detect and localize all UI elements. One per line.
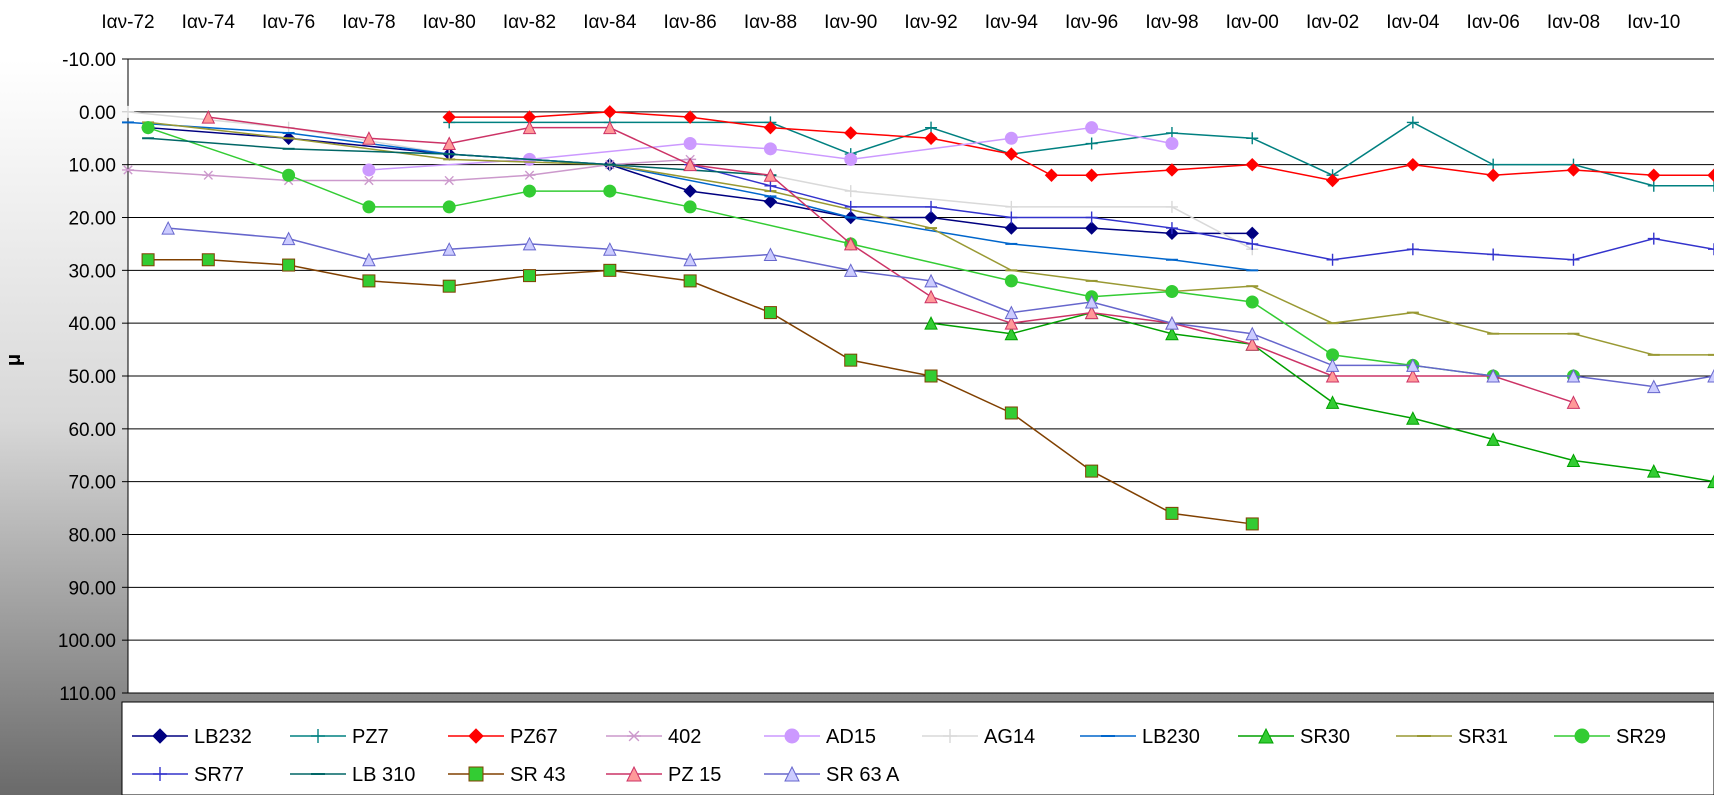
y-tick-label: 0.00 bbox=[79, 103, 116, 124]
data-point bbox=[764, 143, 776, 155]
x-tick-label: Ιαν-00 bbox=[1226, 12, 1279, 33]
legend-label: SR 43 bbox=[510, 764, 566, 786]
data-point bbox=[1005, 275, 1017, 287]
x-tick-label: Ιαν-84 bbox=[583, 12, 637, 33]
x-tick-label: Ιαν-88 bbox=[744, 12, 797, 33]
y-tick-label: -10.00 bbox=[62, 50, 116, 71]
legend-label: SR31 bbox=[1458, 726, 1508, 748]
legend-label: LB230 bbox=[1142, 726, 1200, 748]
y-tick-label: 30.00 bbox=[68, 261, 116, 282]
legend-label: SR30 bbox=[1300, 726, 1350, 748]
y-axis: -10.00 0.00 10.00 20.00 30.00 40.00 50.00 60.00… bbox=[58, 50, 128, 705]
x-tick-label: Ιαν-72 bbox=[101, 12, 154, 33]
legend-label: 402 bbox=[668, 726, 701, 748]
legend-label: LB232 bbox=[194, 726, 252, 748]
x-tick-label: Ιαν-76 bbox=[262, 12, 315, 33]
x-tick-label: Ιαν-98 bbox=[1145, 12, 1198, 33]
data-point bbox=[142, 122, 154, 134]
data-point bbox=[202, 254, 214, 266]
legend: LB232 PZ7 PZ67 402 AD15 AG14 LB230 SR30 SR31 SR29… bbox=[122, 702, 1714, 795]
data-point bbox=[1005, 132, 1017, 144]
y-tick-label: 20.00 bbox=[68, 209, 116, 230]
data-point bbox=[1166, 285, 1178, 297]
legend-label: AD15 bbox=[826, 726, 876, 748]
data-point bbox=[142, 254, 154, 266]
data-point bbox=[785, 729, 799, 743]
x-axis: Ιαν-72 Ιαν-74 Ιαν-76 Ιαν-78 Ιαν-80 Ιαν-82 Ιαν-… bbox=[101, 12, 1680, 33]
legend-label: PZ67 bbox=[510, 726, 558, 748]
y-tick-label: 60.00 bbox=[68, 420, 116, 441]
x-tick-label: Ιαν-94 bbox=[985, 12, 1039, 33]
legend-label: LB 310 bbox=[352, 764, 415, 786]
legend-label: SR77 bbox=[194, 764, 244, 786]
y-tick-label: 10.00 bbox=[68, 156, 116, 177]
y-tick-label: 100.00 bbox=[58, 631, 116, 652]
data-point bbox=[524, 185, 536, 197]
y-tick-label: 40.00 bbox=[68, 314, 116, 335]
data-point bbox=[1086, 122, 1098, 134]
data-point bbox=[1575, 729, 1589, 743]
data-point bbox=[283, 169, 295, 181]
data-point bbox=[604, 185, 616, 197]
legend-label: PZ 15 bbox=[668, 764, 721, 786]
data-point bbox=[1005, 407, 1017, 419]
y-tick-label: 50.00 bbox=[68, 367, 116, 388]
x-tick-label: Ιαν-90 bbox=[824, 12, 877, 33]
y-tick-label: 90.00 bbox=[68, 578, 116, 599]
data-point bbox=[443, 201, 455, 213]
data-point bbox=[363, 275, 375, 287]
y-tick-label: 80.00 bbox=[68, 526, 116, 547]
data-point bbox=[764, 307, 776, 319]
x-tick-label: Ιαν-96 bbox=[1065, 12, 1118, 33]
y-tick-label: 110.00 bbox=[59, 684, 116, 705]
legend-label: PZ7 bbox=[352, 726, 389, 748]
data-point bbox=[363, 201, 375, 213]
x-tick-label: Ιαν-04 bbox=[1386, 12, 1440, 33]
data-point bbox=[363, 164, 375, 176]
x-tick-label: Ιαν-86 bbox=[664, 12, 717, 33]
data-point bbox=[1246, 296, 1258, 308]
y-tick-label: 70.00 bbox=[68, 473, 116, 494]
legend-label: SR29 bbox=[1616, 726, 1666, 748]
data-point bbox=[684, 275, 696, 287]
x-tick-label: Ιαν-02 bbox=[1306, 12, 1359, 33]
y-axis-label: μ bbox=[3, 354, 25, 366]
data-point bbox=[283, 259, 295, 271]
x-tick-label: Ιαν-10 bbox=[1627, 12, 1680, 33]
x-tick-label: Ιαν-06 bbox=[1467, 12, 1520, 33]
data-point bbox=[925, 370, 937, 382]
data-point bbox=[1166, 507, 1178, 519]
x-tick-label: Ιαν-82 bbox=[503, 12, 556, 33]
data-point bbox=[845, 354, 857, 366]
data-point bbox=[845, 153, 857, 165]
data-point bbox=[469, 767, 483, 781]
x-tick-label: Ιαν-78 bbox=[342, 12, 395, 33]
legend-label: AG14 bbox=[984, 726, 1035, 748]
data-point bbox=[684, 201, 696, 213]
legend-label: SR 63 A bbox=[826, 764, 900, 786]
data-point bbox=[684, 138, 696, 150]
data-point bbox=[604, 264, 616, 276]
data-point bbox=[524, 270, 536, 282]
x-tick-label: Ιαν-80 bbox=[423, 12, 476, 33]
data-point bbox=[1166, 138, 1178, 150]
x-tick-label: Ιαν-08 bbox=[1547, 12, 1600, 33]
x-tick-label: Ιαν-74 bbox=[182, 12, 236, 33]
data-point bbox=[1086, 465, 1098, 477]
x-tick-label: Ιαν-92 bbox=[904, 12, 957, 33]
data-point bbox=[443, 280, 455, 292]
data-point bbox=[1246, 518, 1258, 530]
